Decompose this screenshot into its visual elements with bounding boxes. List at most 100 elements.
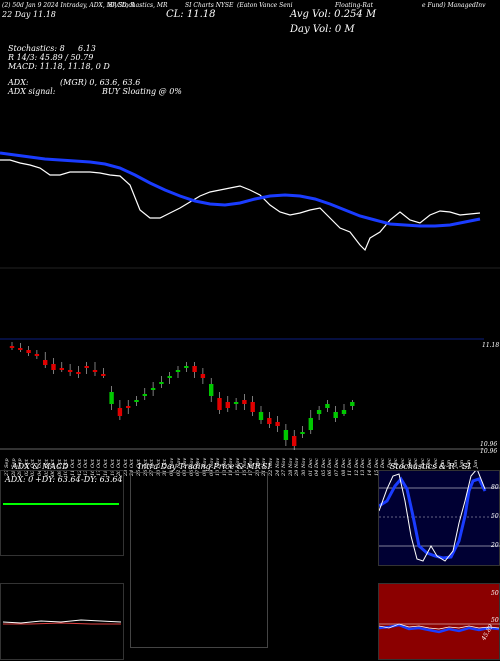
- header-22day-label: 22 Day: [2, 10, 31, 19]
- day-volume-label: Day Vol: 0 M: [290, 24, 355, 35]
- header-fund-name-2: Floating-Rat: [335, 2, 373, 9]
- candle-body: [209, 384, 214, 396]
- candle-body: [333, 412, 338, 418]
- candle-body: [167, 376, 172, 378]
- candle-body: [142, 394, 147, 396]
- candle-body: [84, 366, 89, 368]
- r-indicator-label: R 14/3: 45.89 / 50.79: [8, 53, 94, 62]
- candle-body: [225, 402, 230, 408]
- candle-body: [200, 374, 206, 378]
- candle-body: [76, 372, 81, 374]
- rsi-level-top: 50: [491, 590, 499, 597]
- date-tick-label: 11 Dec: [347, 458, 354, 476]
- candle-body: [283, 430, 289, 440]
- buy-signal-label: BUY Sloating @ 0%: [102, 87, 182, 96]
- candle-body: [92, 370, 98, 372]
- date-tick-label: 24 Nov: [274, 457, 281, 476]
- candle-body: [134, 400, 139, 402]
- stoch-panel: 80 50 20: [378, 470, 500, 566]
- date-tick-label: 01 Dec: [307, 458, 314, 476]
- candle-body: [292, 436, 297, 446]
- candle-body: [341, 410, 347, 414]
- header-chart-source: SI Charts NYSE: [185, 2, 233, 9]
- adx-panel: ADX: 0 +DY: 63.64 -DY: 63.64: [0, 470, 124, 556]
- price-axis-top: 11.18: [482, 342, 500, 349]
- candlestick-group: [9, 342, 355, 450]
- stochastics-value: 6.13: [78, 44, 96, 53]
- date-tick-label: 08 Dec: [340, 458, 347, 476]
- candle-body: [59, 368, 64, 370]
- price-axis-low-2: 10.96: [480, 448, 498, 455]
- candle-body: [233, 402, 239, 404]
- candle-body: [26, 350, 31, 353]
- candle-body: [43, 360, 48, 365]
- candle-body: [101, 374, 106, 376]
- date-tick-label: 06 Dec: [327, 458, 334, 476]
- date-tick-label: 28 Nov: [287, 457, 294, 476]
- stoch-level-20: 20: [491, 542, 499, 549]
- rsi-lines: [379, 623, 500, 634]
- candle-body: [267, 418, 272, 424]
- candle-body: [217, 398, 222, 410]
- candle-body: [325, 404, 330, 408]
- date-tick-label: 07 Dec: [334, 458, 340, 476]
- moving-average-line-blue: [0, 151, 481, 228]
- header-fund-name: (Eaton Vance Seni: [237, 2, 293, 9]
- stochastics-label: Stochastics: 8: [8, 44, 65, 53]
- candle-body: [300, 432, 305, 434]
- macd-panel: [0, 583, 124, 660]
- header-period: (2) 50d: [2, 2, 24, 9]
- candle-body: [242, 400, 247, 404]
- date-tick-label: 05 Dec: [320, 458, 327, 476]
- header-chart-types-2: SI, Stochastics, MR: [108, 2, 168, 9]
- candle-body: [109, 392, 114, 404]
- candle-body: [51, 364, 56, 370]
- date-tick-label: 12 Dec: [353, 458, 360, 476]
- date-tick-label: 27 Nov: [281, 457, 288, 476]
- candle-body: [316, 410, 322, 414]
- price-axis-low-1: 10.96: [480, 441, 498, 448]
- candle-body: [184, 366, 189, 368]
- stoch-lines: [379, 471, 500, 562]
- adx-signal-label: ADX signal:: [8, 87, 56, 96]
- avg-volume-label: Avg Vol: 0.254 M: [290, 9, 377, 20]
- header-date: Jan 9 2024: [25, 2, 59, 9]
- adx-panel-pdy: +DY: 63.64: [35, 475, 81, 484]
- stoch-level-50: 50: [491, 513, 499, 520]
- header-exchange: NYSE: [215, 2, 234, 9]
- close-price-label: CL: 11.18: [166, 9, 216, 20]
- adx-panel-adx: ADX: 0: [5, 475, 34, 484]
- date-tick-label: 14 Dec: [367, 458, 373, 476]
- candle-body: [18, 348, 23, 350]
- date-tick-label: 30 Nov: [301, 457, 307, 476]
- header-fund-name-3: e Fund) ManagedInv: [422, 2, 486, 9]
- rsi-level-mid: 50: [491, 617, 499, 624]
- intraday-panel-title: Intra Day Trading Price & MR: [138, 462, 261, 471]
- date-tick-label: 13 Dec: [360, 458, 367, 476]
- macd-lines: [2, 619, 122, 625]
- candle-body: [9, 346, 15, 348]
- candle-body: [67, 370, 73, 372]
- header-line2: 22 Day 11.18: [2, 10, 56, 19]
- candle-body: [192, 366, 197, 372]
- adx-green-line: [3, 503, 119, 505]
- header-22day-value: 11.18: [32, 10, 56, 19]
- date-tick-label: 29 Nov: [294, 457, 301, 476]
- candle-body: [250, 402, 255, 412]
- adx-panel-title: ADX & MACD: [12, 462, 69, 471]
- candle-body: [126, 406, 131, 408]
- header-charts-label: SI Charts: [185, 2, 214, 9]
- candle-body: [159, 382, 164, 384]
- stoch-panel-title-si: SI: [462, 462, 471, 471]
- candle-body: [117, 408, 123, 416]
- adx-label: ADX:: [8, 78, 29, 87]
- candle-body: [258, 412, 264, 420]
- header-chart-types: Intraday, ADX, MACD, R: [60, 2, 135, 9]
- macd-label: MACD: 11.18, 11.18, 0 D: [8, 62, 110, 71]
- candle-body: [150, 388, 156, 390]
- adx-value: (MGR) 0, 63.6, 63.6: [60, 78, 141, 87]
- intraday-panel-title-si: SI: [262, 462, 271, 471]
- header-line1: (2) 50d Jan 9 2024 Intraday, ADX, MACD, …: [2, 2, 135, 9]
- stoch-panel-title: Stochastics & R: [390, 462, 455, 471]
- rsi-panel: 50 50 45.89: [378, 583, 500, 660]
